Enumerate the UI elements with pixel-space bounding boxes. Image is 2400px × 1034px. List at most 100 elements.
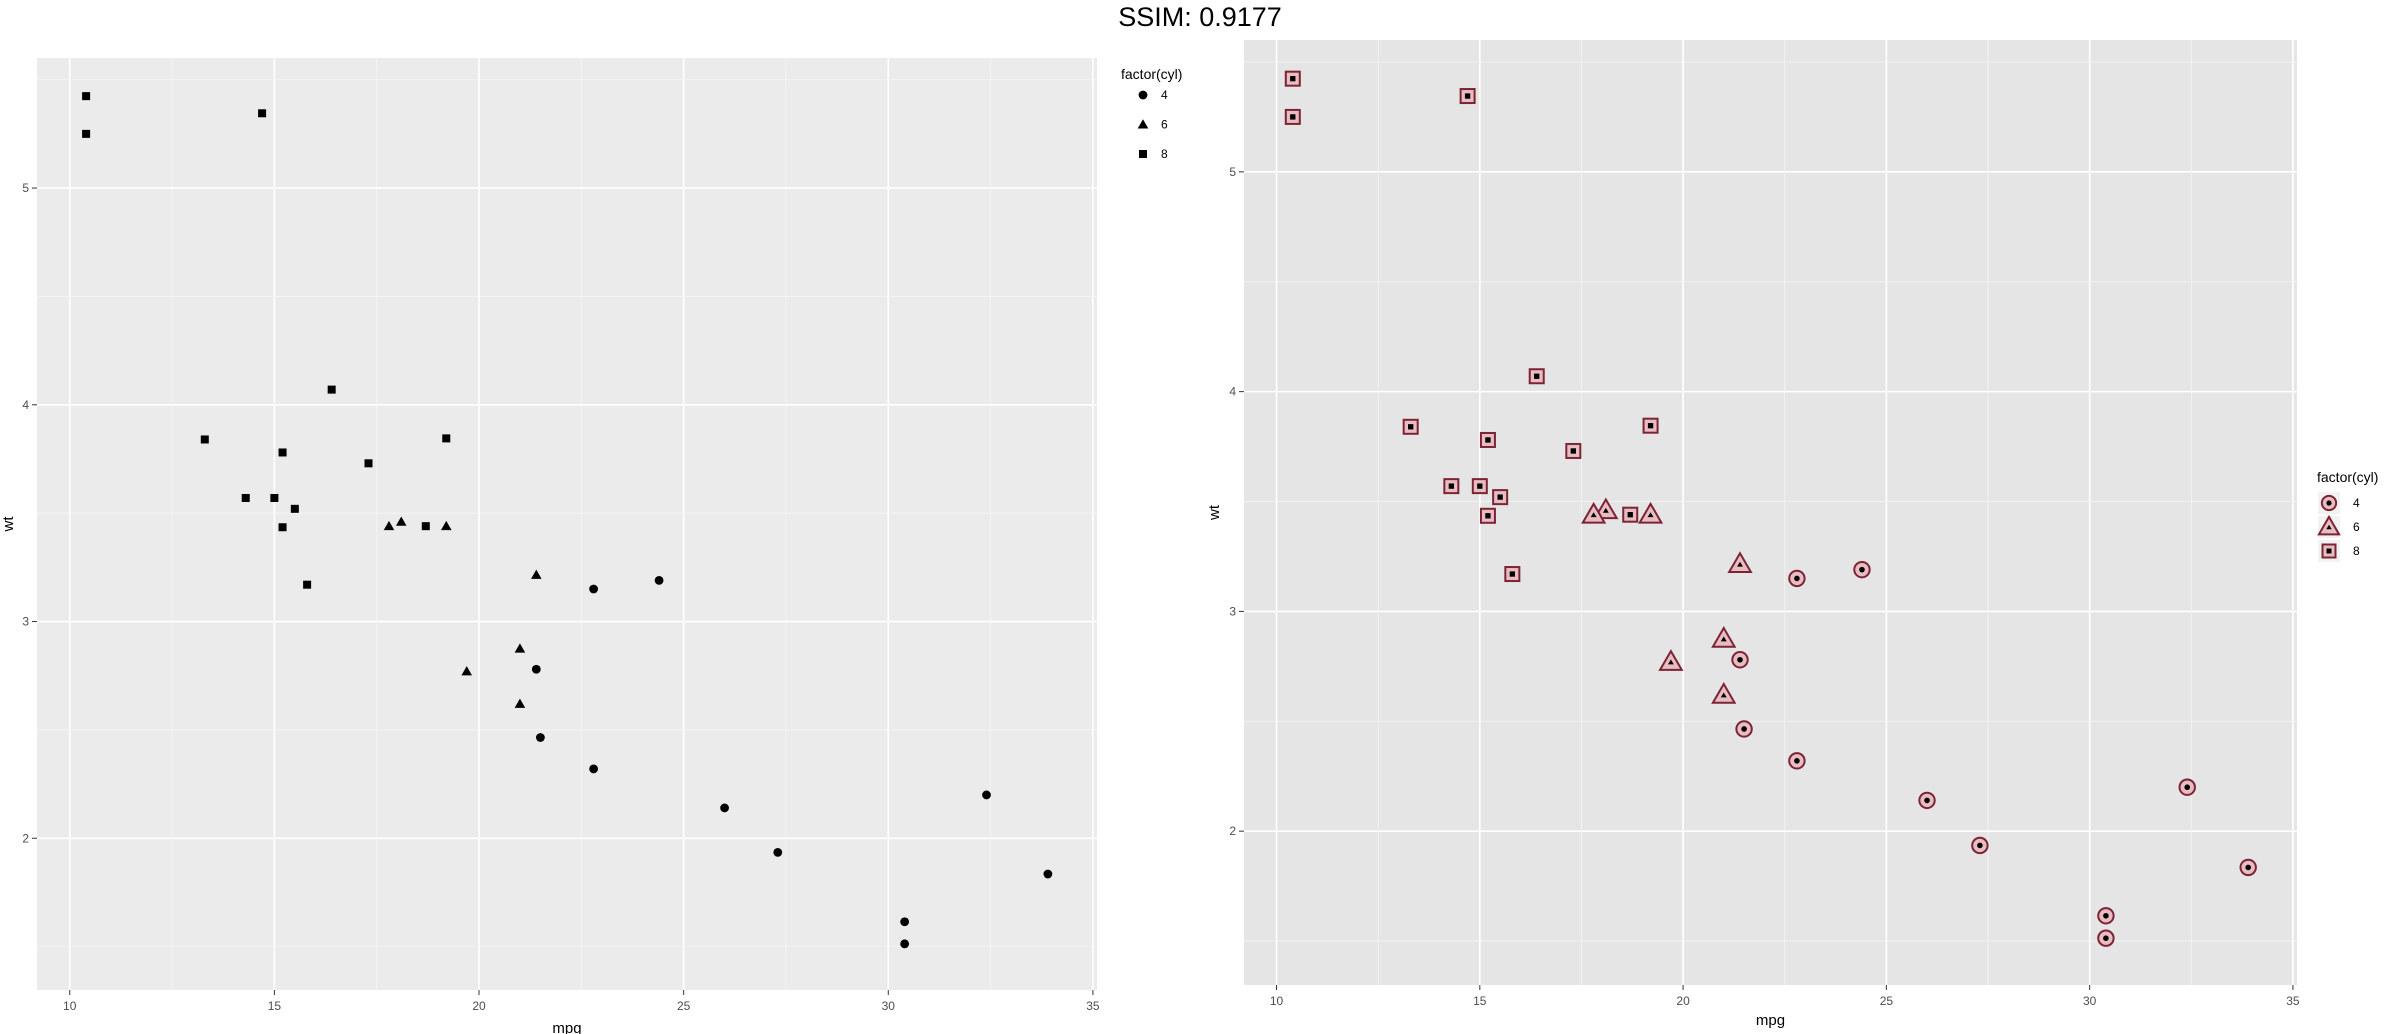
marker-core — [1464, 93, 1471, 99]
data-point — [2239, 858, 2257, 877]
data-point — [1918, 791, 1936, 810]
data-point — [1492, 489, 1509, 506]
marker-core — [2103, 935, 2109, 941]
data-point — [303, 580, 312, 589]
legend-key-6 — [1137, 119, 1149, 129]
marker-core — [1977, 842, 1983, 849]
data-point — [290, 504, 299, 513]
data-point — [900, 939, 910, 949]
data-point — [1581, 501, 1607, 524]
marker-core — [1794, 575, 1800, 582]
data-point — [442, 434, 451, 443]
data-point — [531, 569, 542, 579]
legend-label: 6 — [2353, 520, 2360, 534]
legend-title: factor(cyl) — [2317, 469, 2378, 485]
page-title: SSIM: 0.9177 — [1118, 2, 1282, 32]
marker-core — [1924, 797, 1930, 804]
marker-core — [2326, 524, 2332, 530]
data-point — [1471, 478, 1488, 495]
y-tick-label: 4 — [1229, 385, 1236, 399]
legend-key-8 — [2321, 543, 2337, 559]
marker-core — [1720, 692, 1727, 698]
legend-label: 6 — [1161, 118, 1168, 132]
data-point — [1731, 651, 1749, 669]
data-point — [383, 520, 395, 531]
data-point — [1735, 720, 1753, 738]
series-6 — [1581, 497, 1753, 704]
data-point — [1727, 551, 1753, 574]
data-point — [395, 516, 407, 526]
y-axis-title: wt — [0, 516, 17, 533]
marker-core — [2103, 912, 2109, 919]
marker-core — [1408, 424, 1414, 430]
data-point — [1443, 478, 1460, 495]
y-tick-label: 5 — [1229, 165, 1236, 179]
data-point — [1459, 88, 1476, 105]
data-point — [654, 575, 664, 585]
series-4 — [1731, 560, 2257, 947]
plot-panel — [37, 58, 1097, 990]
y-tick-label: 2 — [1229, 824, 1236, 838]
data-point — [589, 584, 599, 594]
marker-core — [1741, 726, 1747, 732]
marker-core — [1448, 483, 1455, 489]
data-point — [1788, 569, 1806, 588]
x-tick-label: 35 — [1086, 999, 1100, 1013]
x-axis-title: mpg — [1756, 1012, 1785, 1029]
data-point — [1788, 752, 1806, 770]
data-point — [82, 129, 91, 138]
marker-core — [1602, 507, 1609, 513]
marker-core — [1290, 76, 1296, 82]
legend-key-8 — [1139, 150, 1147, 158]
data-point — [1711, 682, 1737, 704]
data-point — [1971, 836, 1989, 855]
y-tick-label: 2 — [22, 831, 29, 845]
legend-title: factor(cyl) — [1121, 66, 1182, 82]
x-tick-label: 30 — [2083, 994, 2097, 1008]
y-tick-label: 4 — [22, 398, 29, 412]
legend-key-6 — [2317, 514, 2341, 536]
data-point — [1504, 566, 1521, 583]
marker-core — [1290, 114, 1296, 120]
data-point — [364, 459, 373, 468]
marker-core — [1859, 566, 1865, 573]
marker-core — [1477, 483, 1483, 489]
data-point — [278, 448, 287, 457]
marker-core — [1590, 512, 1597, 518]
x-tick-label: 15 — [268, 999, 282, 1013]
data-point — [1593, 497, 1619, 520]
legend: factor(cyl) 4 6 8 — [2317, 469, 2378, 562]
data-point — [1853, 560, 1871, 579]
data-point — [1284, 70, 1301, 87]
data-point — [1637, 501, 1664, 524]
marker-core — [1737, 656, 1743, 663]
marker-core — [2245, 864, 2252, 871]
data-point — [1402, 418, 1419, 435]
y-tick-label: 5 — [22, 181, 29, 195]
data-point — [514, 643, 526, 653]
series-4 — [531, 575, 1053, 949]
marker-core — [1570, 448, 1576, 454]
marker-core — [1534, 373, 1540, 379]
x-tick-label: 10 — [1270, 994, 1284, 1008]
data-point — [1622, 506, 1639, 523]
data-point — [461, 666, 473, 676]
data-point — [589, 764, 599, 774]
marker-core — [1737, 561, 1743, 567]
data-point — [1043, 869, 1053, 879]
x-tick-label: 10 — [63, 999, 77, 1013]
marker-core — [1497, 494, 1503, 500]
x-tick-label: 20 — [1676, 994, 1690, 1008]
data-point — [773, 847, 783, 857]
legend-label: 8 — [2353, 544, 2360, 558]
marker-core — [2326, 548, 2332, 554]
data-point — [1565, 442, 1582, 459]
x-tick-label: 30 — [882, 999, 896, 1013]
y-tick-label: 3 — [22, 615, 29, 629]
legend-key-4 — [1138, 90, 1148, 100]
legend: factor(cyl) 4 6 8 — [1121, 66, 1182, 161]
marker-core — [1485, 513, 1491, 519]
marker-core — [1627, 512, 1633, 518]
data-point — [1284, 108, 1301, 125]
legend-label: 4 — [1161, 88, 1168, 102]
